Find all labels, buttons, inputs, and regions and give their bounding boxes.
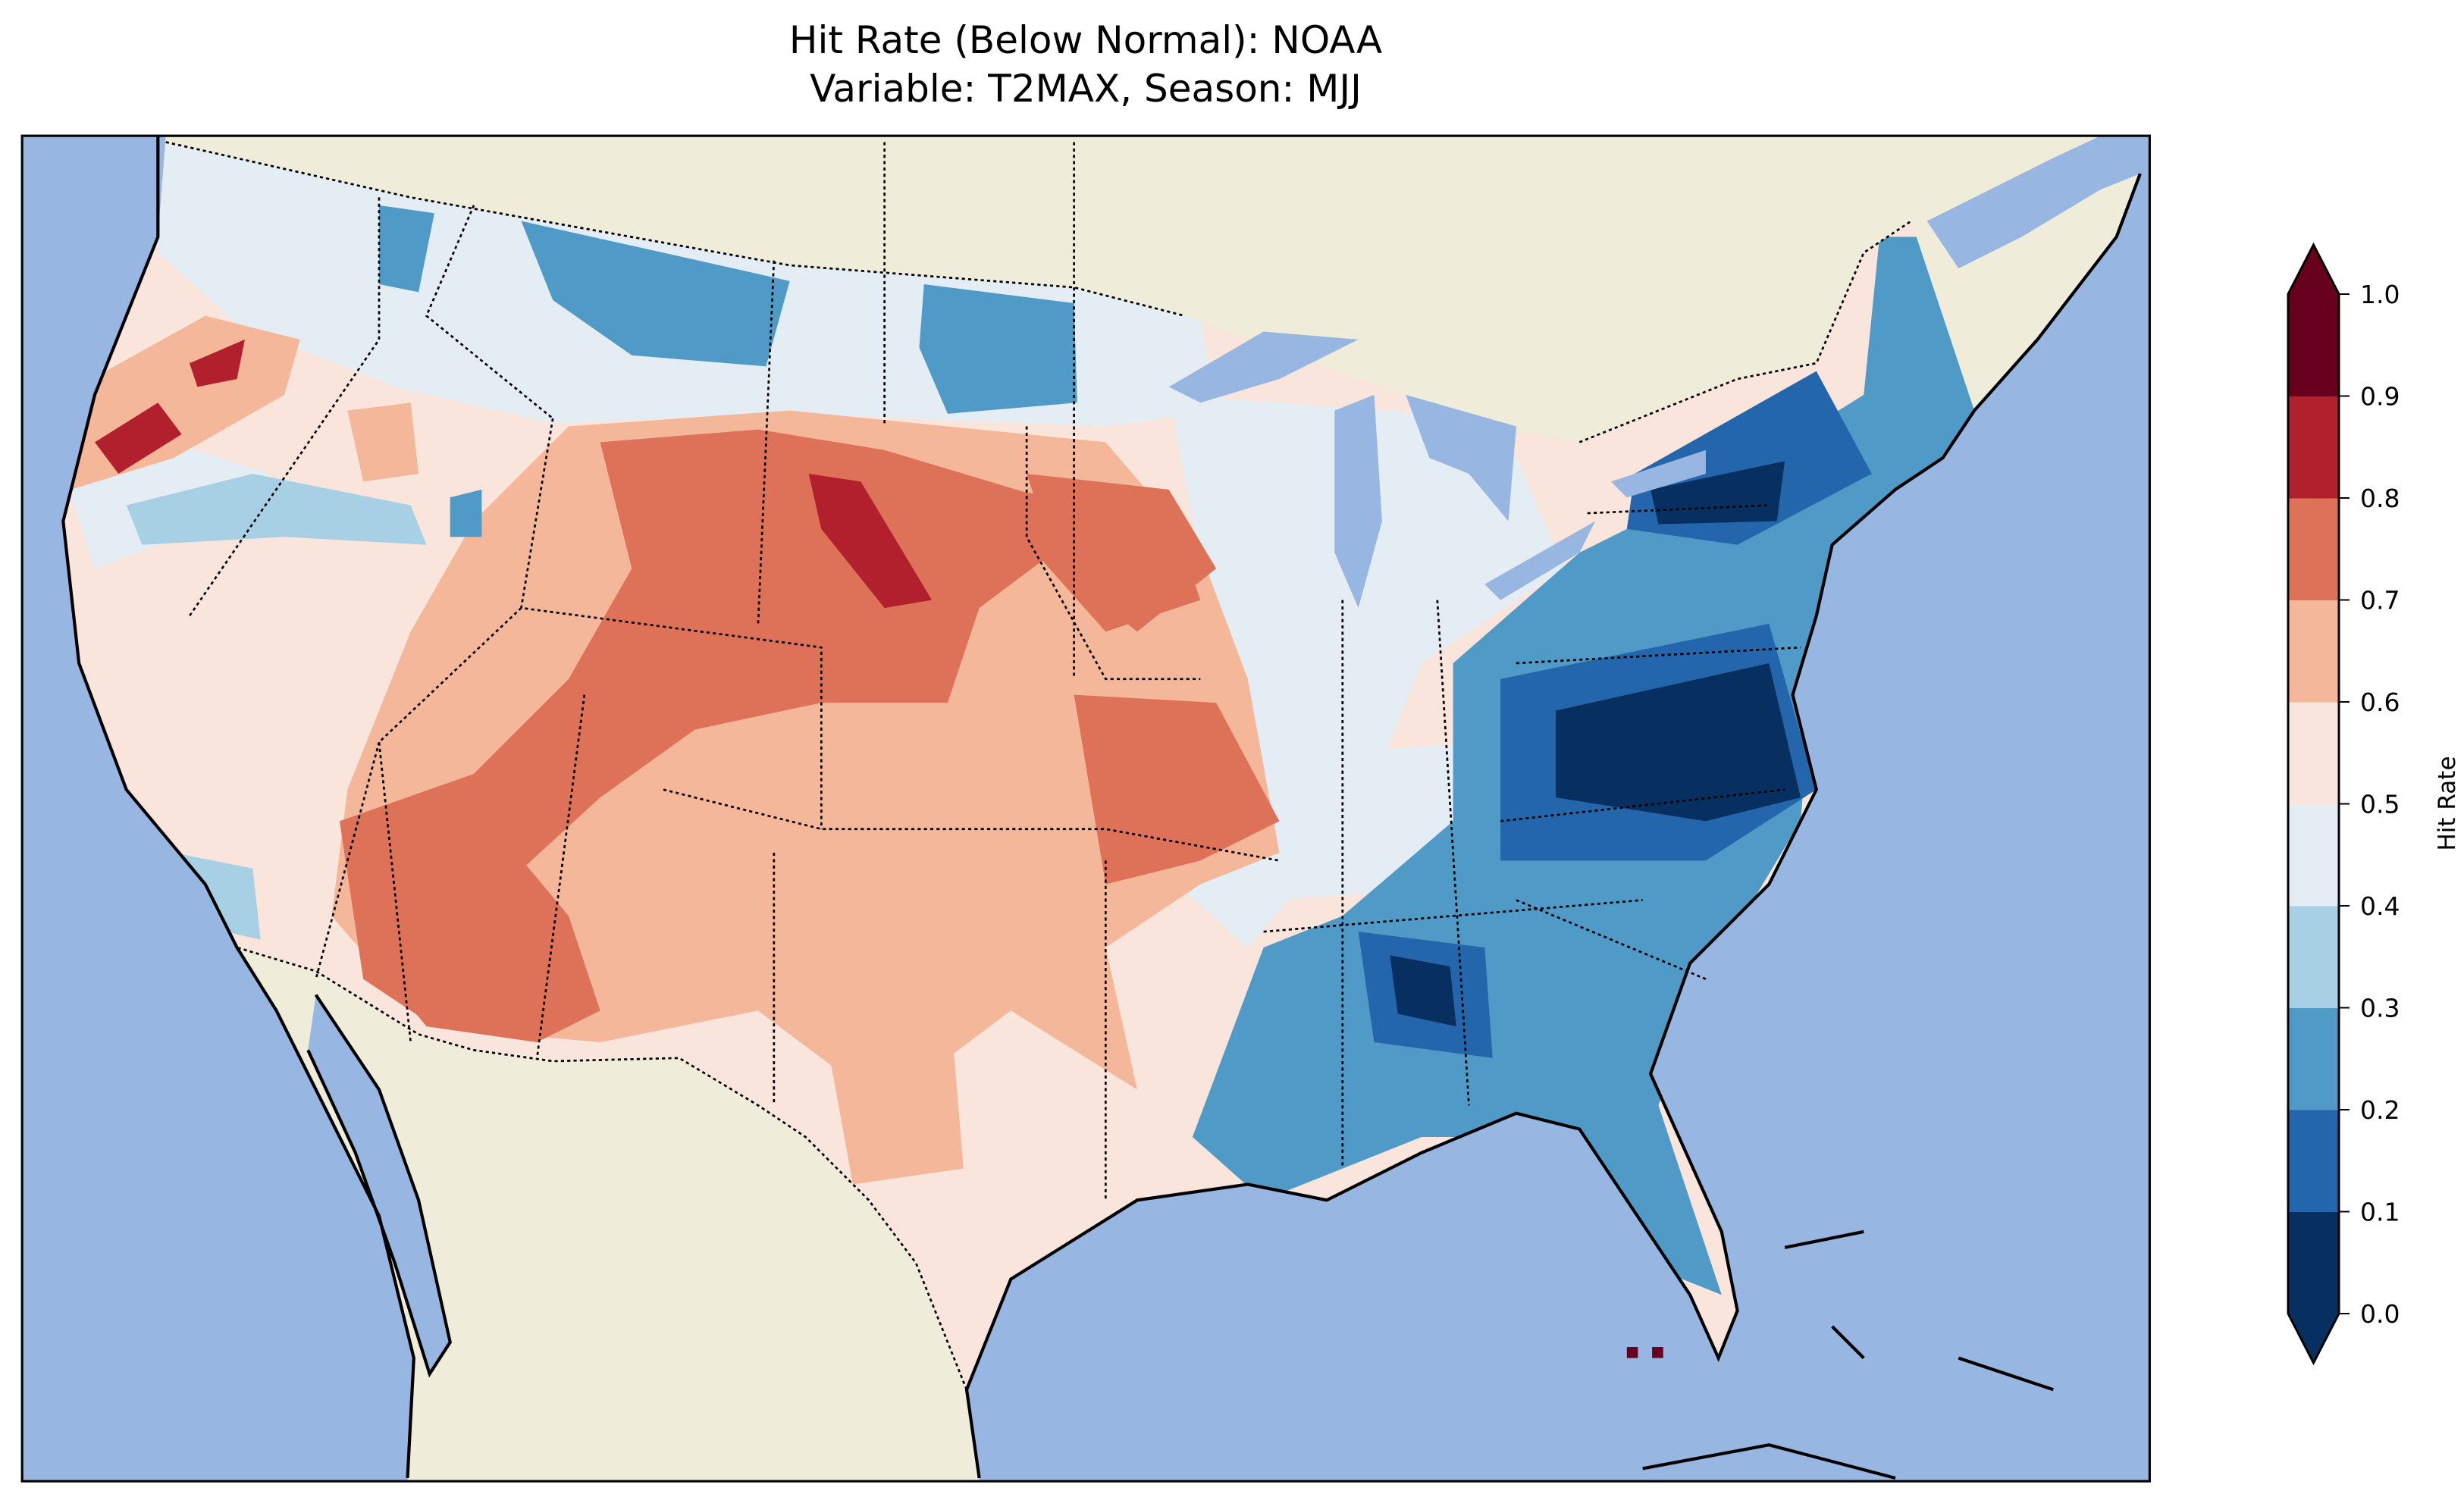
region-virginia-core (1556, 662, 1801, 822)
pacific-ocean (22, 136, 414, 1482)
chart-title-line2: Variable: T2MAX, Season: MJJ (810, 67, 1362, 111)
colorbar-segment (2288, 1110, 2339, 1212)
map-area (20, 134, 2151, 1483)
colorbar-segment (2288, 803, 2339, 907)
region-alabama-core (1390, 955, 1456, 1027)
region-florida-keys (1652, 1347, 1663, 1358)
colorbar-segment (2288, 1007, 2339, 1110)
colorbar-tick-label: 0.2 (2360, 1095, 2400, 1125)
colorbar-tick-label: 0.4 (2360, 891, 2400, 921)
colorbar-tick-label: 0.1 (2360, 1198, 2400, 1227)
colorbar-segment (2288, 702, 2339, 804)
region-wyoming-nebraska-peak (808, 473, 933, 609)
colorbar-segment (2288, 906, 2339, 1008)
colorbar-segment (2288, 396, 2339, 499)
state-borders (188, 142, 1801, 1201)
great-lakes (1168, 331, 1706, 609)
region-oregon-peak (94, 339, 245, 474)
region-colorado-nebraska-core (339, 429, 1201, 1027)
chart-title-line1: Hit Rate (Below Normal): NOAA (788, 18, 1383, 62)
national-border (165, 141, 1912, 1390)
region-northern-tier-and-midwest (158, 142, 1564, 947)
colorbar-segment (2288, 294, 2339, 396)
colorbar-segment (2288, 498, 2339, 600)
colorbar-tick-label: 1.0 (2360, 280, 2400, 309)
atlantic-ocean-and-gulf (966, 136, 2150, 1482)
region-pacific-northwest-band (126, 473, 427, 940)
colorbar-extend-min (2288, 1314, 2339, 1363)
region-southwest-arizona (363, 821, 600, 1042)
colorbar-label: Hit Rate (2434, 756, 2461, 850)
region-north-dakota (919, 283, 1077, 414)
colorbar-segment (2288, 600, 2339, 703)
region-iowa-minnesota (1027, 473, 1217, 632)
colorbar-tick-label: 0.6 (2360, 687, 2400, 717)
region-missouri-arkansas (1074, 694, 1280, 885)
coastline (61, 136, 2142, 1480)
colorbar-tick-label: 0.8 (2360, 484, 2400, 513)
colorbar: 0.0 0.1 0.2 0.3 0.4 0.5 0.6 0.7 0.8 0.9 1.0 (2287, 242, 2400, 1366)
colorbar-tick-label: 0.9 (2360, 382, 2400, 412)
colorbar-tick-label: 0.3 (2360, 994, 2400, 1023)
region-montana-north (378, 205, 790, 537)
colorbar-segment (2288, 1211, 2339, 1314)
region-florida-keys (1626, 1347, 1638, 1358)
colorbar-tick-label: 0.0 (2360, 1299, 2400, 1329)
gulf-of-california (308, 994, 450, 1374)
map-frame (20, 134, 2151, 1483)
colorbar-tick-label: 0.5 (2360, 790, 2400, 819)
colorbar-tick-label: 0.7 (2360, 586, 2400, 615)
colorbar-extend-max (2288, 245, 2339, 294)
